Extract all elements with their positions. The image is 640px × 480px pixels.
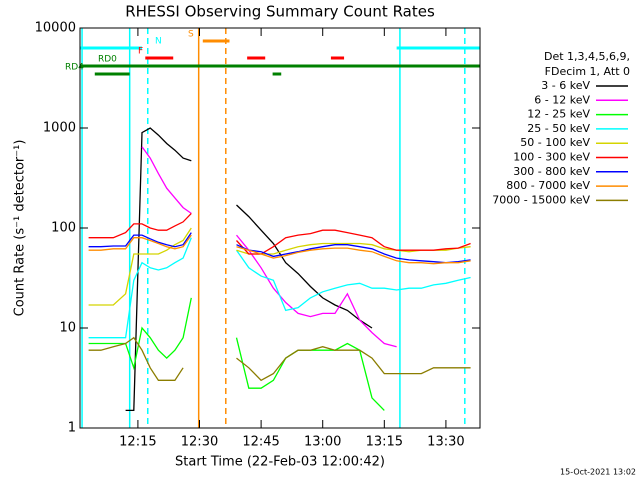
series-line [88, 232, 471, 264]
y-tick-label: 1000 [43, 121, 76, 136]
series-line [88, 336, 471, 382]
flag-label: RD4 [65, 63, 84, 73]
legend-label: 800 - 7000 keV [506, 179, 590, 192]
flag-label: RD0 [98, 55, 117, 65]
y-tick-label: 100 [51, 221, 76, 236]
y-tick-label: 1 [68, 421, 76, 436]
flag-label: N [155, 37, 162, 47]
flag-label: F [138, 47, 143, 57]
y-tick-label: 10000 [35, 21, 76, 36]
series-line [88, 212, 471, 255]
x-tick-label: 12:30 [181, 435, 218, 450]
legend-label: 300 - 800 keV [513, 165, 590, 178]
legend-label: 50 - 100 keV [520, 136, 590, 149]
footer: 15-Oct-2021 13:02 [560, 468, 636, 477]
legend-label: 12 - 25 keV [527, 108, 590, 121]
series-line [125, 127, 373, 412]
x-tick-label: 12:45 [242, 435, 279, 450]
series-line [88, 234, 471, 265]
series-line [88, 237, 471, 339]
x-tick-label: 12:15 [119, 435, 156, 450]
y-axis-title: Count Rate (s⁻¹ detector⁻¹) [13, 140, 28, 317]
x-tick-label: 13:15 [366, 435, 403, 450]
x-tick-label: 13:30 [427, 435, 464, 450]
flag-label: S [188, 30, 194, 40]
series-line [141, 146, 397, 348]
chart-title: RHESSI Observing Summary Count Rates [125, 3, 435, 21]
legend-label: 3 - 6 keV [541, 79, 590, 92]
legend-label: 25 - 50 keV [527, 122, 590, 135]
legend-header: FDecim 1, Att 0 [545, 65, 630, 78]
x-tick-label: 13:00 [304, 435, 341, 450]
y-tick-label: 10 [59, 321, 76, 336]
legend-label: 6 - 12 keV [534, 93, 590, 106]
legend-label: 100 - 300 keV [513, 151, 590, 164]
legend-label: 7000 - 15000 keV [492, 193, 590, 206]
x-axis-title: Start Time (22-Feb-03 12:00:42) [175, 455, 385, 470]
legend-header: Det 1,3,4,5,6,9, [544, 50, 630, 63]
